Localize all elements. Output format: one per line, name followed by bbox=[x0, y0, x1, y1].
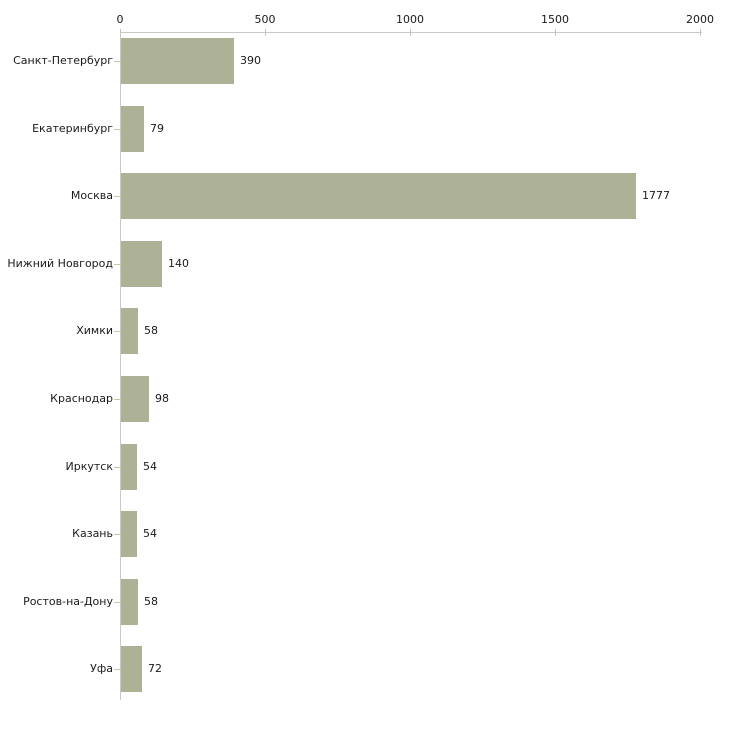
bar bbox=[121, 240, 162, 287]
bar bbox=[121, 173, 636, 220]
category-label: Санкт-Петербург bbox=[13, 54, 113, 67]
x-tick-label: 0 bbox=[116, 13, 124, 26]
value-label: 72 bbox=[148, 662, 162, 676]
x-tick-label: 2000 bbox=[686, 13, 714, 26]
x-tick-label: 1500 bbox=[541, 13, 569, 26]
bar bbox=[121, 376, 149, 422]
category-label: Екатеринбург bbox=[32, 121, 113, 135]
value-label: 54 bbox=[143, 527, 157, 541]
category-tick-mark bbox=[114, 128, 121, 130]
bar bbox=[121, 105, 144, 152]
category-tick-mark bbox=[114, 61, 121, 62]
value-label: 140 bbox=[168, 256, 189, 270]
category-label: Москва bbox=[70, 189, 113, 203]
x-tick-mark bbox=[555, 29, 556, 36]
x-tick-mark bbox=[265, 29, 266, 36]
bar bbox=[121, 443, 137, 490]
category-label: Казань bbox=[72, 527, 113, 541]
value-label: 54 bbox=[143, 459, 157, 473]
value-label: 58 bbox=[144, 594, 158, 608]
x-tick-mark bbox=[700, 29, 701, 36]
category-label: Краснодар bbox=[50, 392, 113, 405]
category-tick-mark bbox=[114, 263, 121, 265]
category-tick-mark bbox=[114, 466, 121, 468]
category-tick-mark bbox=[114, 399, 121, 400]
category-label: Уфа bbox=[90, 662, 113, 676]
category-tick-mark bbox=[114, 196, 121, 198]
x-tick-mark bbox=[120, 29, 121, 36]
value-label: 98 bbox=[155, 392, 169, 405]
bar bbox=[121, 308, 138, 355]
value-label: 79 bbox=[150, 121, 164, 135]
category-label: Ростов-на-Дону bbox=[23, 594, 113, 608]
bar bbox=[121, 646, 142, 693]
category-tick-mark bbox=[114, 601, 121, 603]
bar bbox=[121, 578, 138, 625]
x-tick-mark bbox=[410, 29, 411, 36]
bar bbox=[121, 38, 234, 84]
y-axis-line bbox=[120, 32, 121, 700]
x-tick-label: 500 bbox=[254, 13, 276, 26]
value-label: 390 bbox=[240, 54, 261, 67]
x-tick-label: 1000 bbox=[396, 13, 424, 26]
category-label: Химки bbox=[76, 324, 113, 338]
x-axis-line bbox=[120, 32, 702, 33]
bar bbox=[121, 511, 137, 558]
category-tick-mark bbox=[114, 331, 121, 333]
category-tick-mark bbox=[114, 669, 121, 671]
category-label: Нижний Новгород bbox=[7, 256, 113, 270]
category-tick-mark bbox=[114, 534, 121, 536]
category-label: Иркутск bbox=[65, 459, 113, 473]
value-label: 1777 bbox=[642, 189, 670, 203]
value-label: 58 bbox=[144, 324, 158, 338]
